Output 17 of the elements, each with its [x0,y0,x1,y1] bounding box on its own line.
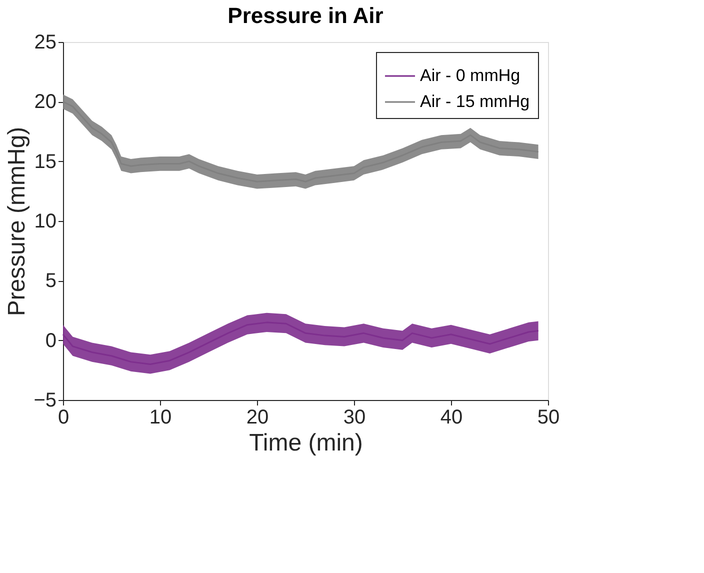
legend-label: Air - 0 mmHg [420,66,520,85]
y-tick-label: 10 [34,210,56,232]
y-axis-title: Pressure (mmHg) [4,126,31,316]
y-tick-label: 0 [45,330,56,352]
y-tick-label: 5 [45,270,56,292]
x-tick-label: 40 [440,406,463,428]
y-tick-label: 15 [34,150,56,173]
x-tick-label: 50 [537,406,560,428]
x-axis-title: Time (min) [249,430,363,456]
legend-label: Air - 15 mmHg [420,92,530,111]
y-tick-label: 20 [34,91,56,114]
y-tick-label: −5 [34,390,56,412]
chart-title: Pressure in Air [228,3,384,28]
y-tick-label: 25 [34,32,56,54]
x-tick-label: 10 [149,406,172,428]
x-tick-label: 30 [343,406,366,428]
x-tick-label: 20 [246,406,269,428]
